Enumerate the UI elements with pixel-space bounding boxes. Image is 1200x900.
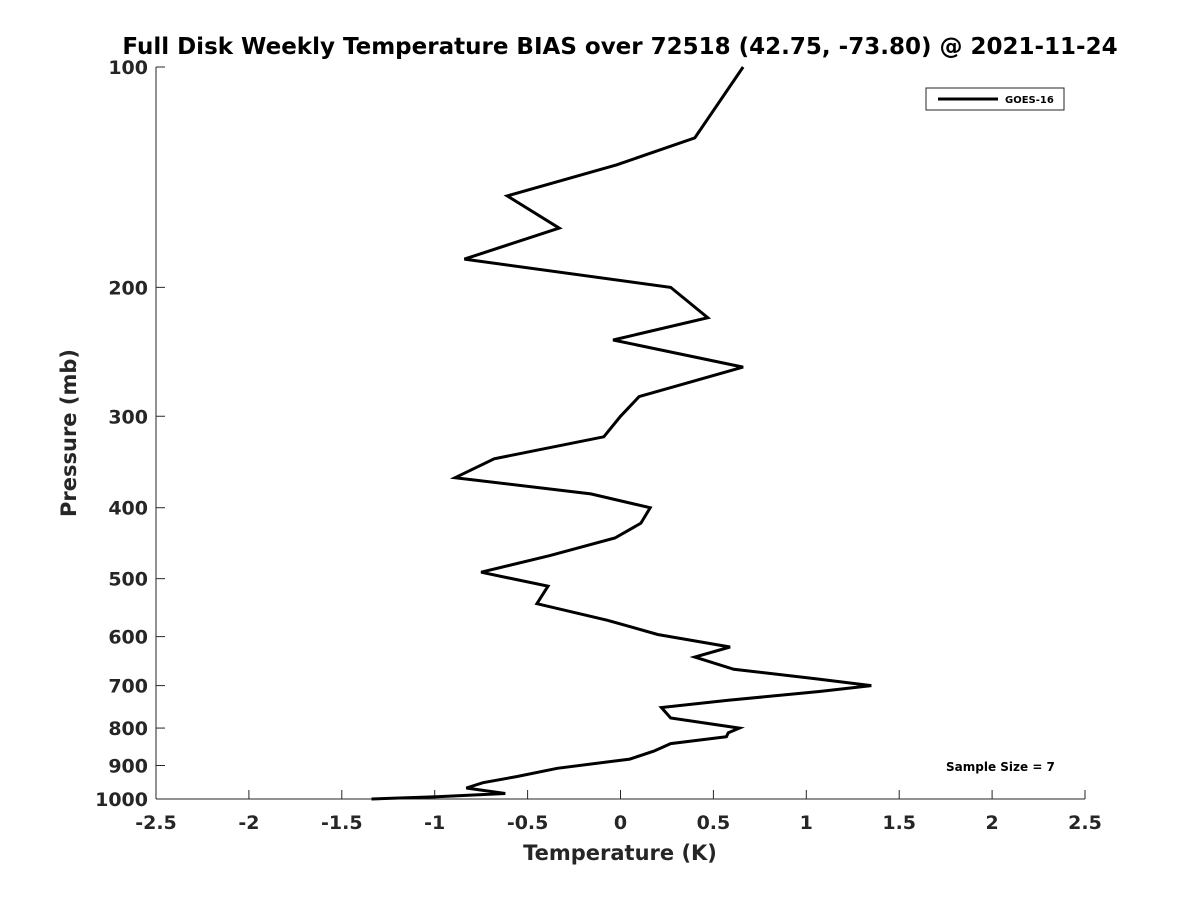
x-tick-label: 2.5 xyxy=(1068,812,1102,834)
x-ticks: -2.5 -2 -1.5 -1 -0.5 0 0.5 1 1.5 2 2.5 xyxy=(135,790,1102,834)
x-tick-label: 2 xyxy=(985,812,998,834)
x-tick-label: -2.5 xyxy=(135,812,177,834)
legend: GOES-16 xyxy=(925,87,1065,111)
sample-size-annotation: Sample Size = 7 xyxy=(946,760,1055,774)
y-tick-label: 400 xyxy=(108,498,148,520)
x-tick-label: 1.5 xyxy=(882,812,916,834)
x-axis-label: Temperature (K) xyxy=(523,841,717,865)
x-tick-label: -0.5 xyxy=(507,812,549,834)
y-tick-label: 100 xyxy=(108,57,148,79)
series-line-goes-16 xyxy=(371,66,872,801)
x-tick-label: 0 xyxy=(614,812,627,834)
x-tick-label: -1 xyxy=(424,812,445,834)
x-tick-label: 0.5 xyxy=(697,812,731,834)
x-tick-label: -1.5 xyxy=(321,812,363,834)
y-tick-label: 900 xyxy=(108,756,148,778)
y-tick-label: 800 xyxy=(108,718,148,740)
y-tick-label: 700 xyxy=(108,676,148,698)
y-tick-label: 1000 xyxy=(95,789,148,811)
y-tick-label: 600 xyxy=(108,627,148,649)
y-tick-label: 500 xyxy=(108,569,148,591)
legend-label-goes-16: GOES-16 xyxy=(1005,95,1054,106)
chart-title: Full Disk Weekly Temperature BIAS over 7… xyxy=(122,34,1117,60)
y-ticks: 100 200 300 400 500 600 700 800 900 1000 xyxy=(95,57,165,811)
y-tick-label: 300 xyxy=(108,406,148,428)
x-tick-label: 1 xyxy=(800,812,813,834)
y-axis-label: Pressure (mb) xyxy=(57,349,81,517)
y-tick-label: 200 xyxy=(108,277,148,299)
x-tick-label: -2 xyxy=(238,812,259,834)
series-layer xyxy=(371,66,872,801)
axes xyxy=(155,67,1085,800)
